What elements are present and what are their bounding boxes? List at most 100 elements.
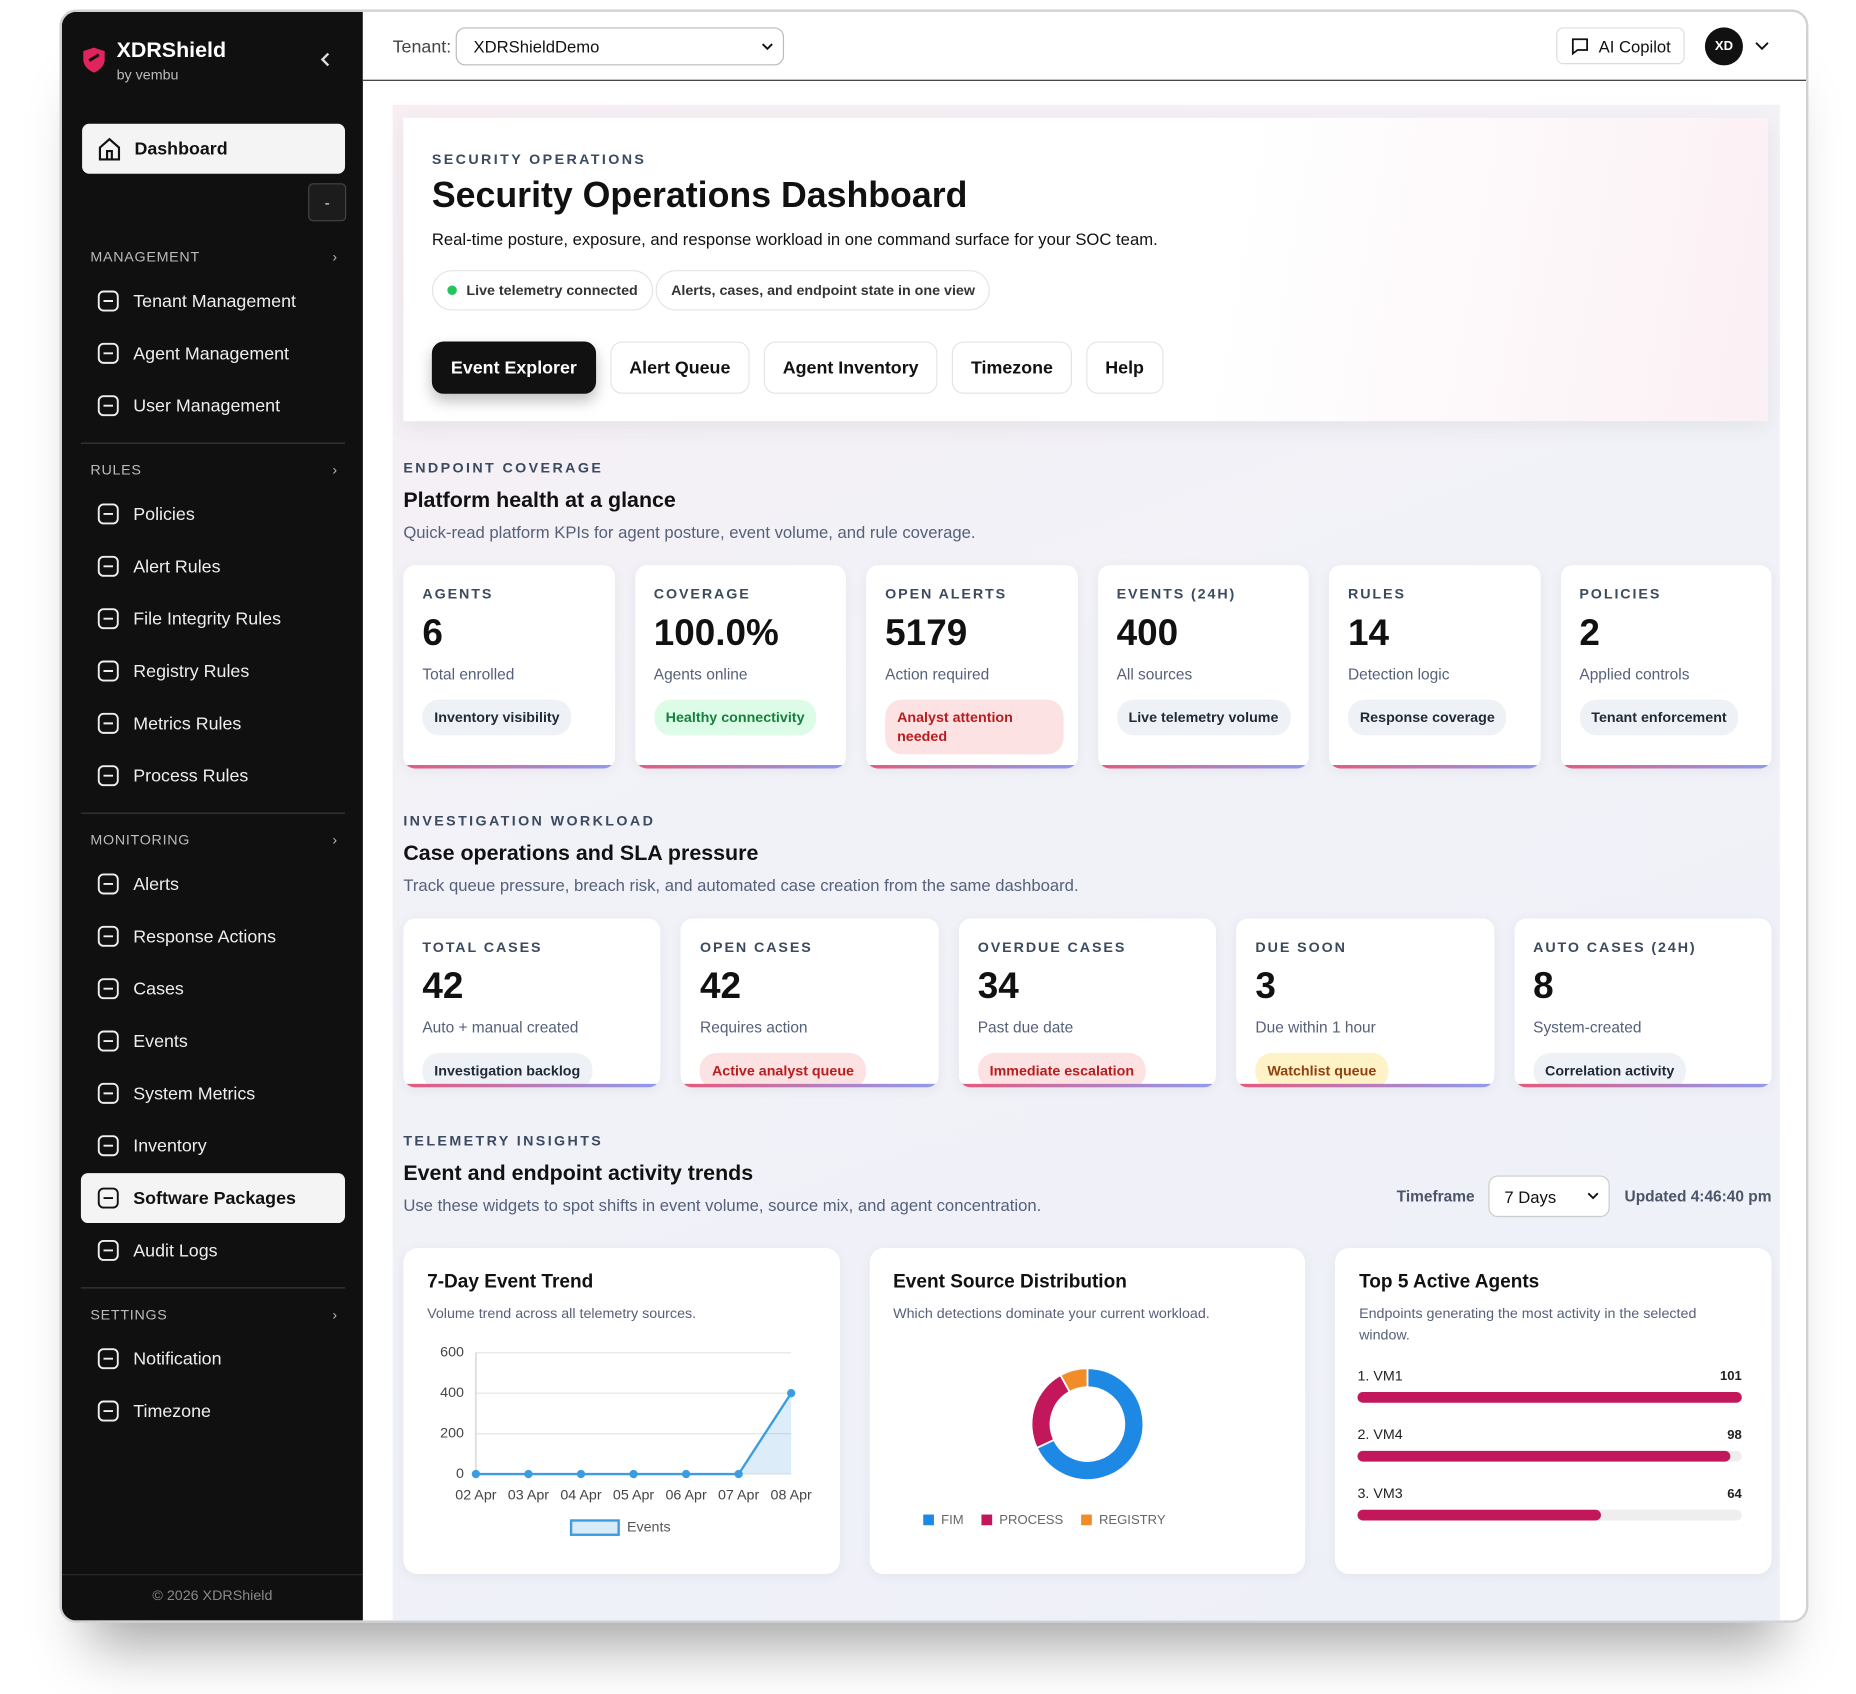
copilot-button[interactable]: AI Copilot: [1556, 27, 1685, 65]
kpi-note: Past due date: [977, 1018, 1074, 1037]
nav-item[interactable]: Events: [81, 1016, 345, 1066]
slice: [1030, 1373, 1071, 1450]
legend-swatch: [981, 1514, 992, 1526]
action-button[interactable]: Help: [1086, 341, 1163, 394]
kpi-tag: Response coverage: [1347, 699, 1507, 736]
icon-shape: [97, 608, 119, 630]
section-label: MONITORING: [90, 831, 191, 849]
kpi-value: 42: [700, 964, 742, 1007]
pill-label: Live telemetry connected: [466, 281, 638, 299]
kpi-card: OPEN CASES 42 Requires action Active analys…: [681, 918, 939, 1088]
section-label: RULES: [90, 461, 142, 479]
nav-item[interactable]: Alert Rules: [81, 541, 345, 591]
icon-shape: [97, 765, 119, 787]
kpi-tag: Live telemetry volume: [1116, 699, 1291, 736]
nav-section: MANAGEMENT › Tenant Management Agent Manage…: [81, 240, 345, 430]
bar-label: 1. VM1: [1358, 1368, 1403, 1384]
nav-item[interactable]: Software Packages: [80, 1173, 346, 1224]
kpi-row: TOTAL CASES 42 Auto + manual created Invest…: [403, 918, 1772, 1088]
legend-swatch: [569, 1519, 620, 1536]
nav-item[interactable]: Metrics Rules: [81, 698, 345, 748]
slice: [1035, 1367, 1144, 1481]
kpi-card: TOTAL CASES 42 Auto + manual created Invest…: [403, 918, 661, 1088]
nav-item[interactable]: Notification: [81, 1334, 345, 1384]
nav-item[interactable]: Registry Rules: [81, 646, 345, 696]
section-chevron: ›: [332, 1306, 338, 1323]
kpi-note: Detection logic: [1347, 665, 1450, 683]
nav-item[interactable]: Tenant Management: [81, 276, 345, 326]
kpi-label: EVENTS (24H): [1116, 585, 1237, 603]
section-chevron: ›: [332, 461, 338, 479]
kpi-card: DUE SOON 3 Due within 1 hour Watchlist queu…: [1236, 918, 1494, 1088]
eyebrow: TELEMETRY INSIGHTS: [403, 1132, 604, 1150]
nav-item[interactable]: Process Rules: [81, 751, 345, 801]
icon: [97, 608, 119, 630]
nav-item[interactable]: User Management: [81, 381, 345, 431]
section-title[interactable]: MANAGEMENT ›: [81, 240, 345, 273]
kpi-row: AGENTS 6 Total enrolled Inventory visibilit…: [403, 565, 1772, 769]
nav-label: Agent Management: [133, 343, 290, 364]
icon: [97, 1030, 119, 1052]
action-button[interactable]: Timezone: [951, 341, 1072, 394]
collapse-button[interactable]: -: [308, 183, 347, 222]
action-button[interactable]: Alert Queue: [610, 341, 750, 394]
kpi-value: 5179: [885, 611, 968, 654]
icon-shape: [97, 290, 119, 312]
chart-subtitle: Endpoints generating the most activity i…: [1359, 1305, 1697, 1344]
legend-label: REGISTRY: [1099, 1512, 1166, 1527]
nav-label: File Integrity Rules: [133, 608, 282, 629]
icon-shape: [97, 1135, 119, 1157]
icon-shape: [97, 660, 119, 682]
section-title: Case operations and SLA pressure: [403, 841, 759, 865]
bar: [1357, 1450, 1731, 1462]
nav-item[interactable]: Timezone: [81, 1386, 345, 1436]
chart-row: 0 200 400 600 02 Apr 03 Apr 04 Apr 05 Apr 06 Apr…: [403, 1248, 1772, 1575]
point: [681, 1469, 691, 1479]
icon: [97, 660, 119, 682]
section-title[interactable]: MONITORING ›: [81, 823, 345, 856]
dashboard-link[interactable]: Dashboard: [82, 123, 346, 174]
icon-shape: [97, 925, 119, 947]
kpi-note: Requires action: [700, 1018, 808, 1037]
sidebar: XDRShield by vembu Dashboard - MANAGEMEN…: [61, 11, 363, 1621]
status-pill: Live telemetry connected: [431, 270, 654, 311]
kpi-card: AUTO CASES (24H) 8 System-created Correlati…: [1514, 918, 1772, 1088]
nav-item[interactable]: Agent Management: [81, 328, 345, 378]
collapse-icon[interactable]: [319, 51, 333, 68]
nav-item[interactable]: Inventory: [81, 1121, 345, 1171]
nav-item[interactable]: File Integrity Rules: [81, 594, 345, 644]
section-title[interactable]: RULES ›: [81, 453, 345, 486]
nav-item[interactable]: Audit Logs: [81, 1225, 345, 1275]
chevron-shape: [1588, 1192, 1600, 1199]
timeframe-select[interactable]: 7 Days: [1488, 1175, 1611, 1218]
nav-item[interactable]: Alerts: [81, 859, 345, 909]
avatar[interactable]: XD: [1704, 27, 1743, 66]
kpi-tag: Correlation activity: [1533, 1052, 1687, 1088]
section-label: MANAGEMENT: [90, 248, 200, 266]
chart-title: Top 5 Active Agents: [1359, 1271, 1540, 1293]
kpi-value: 42: [422, 964, 464, 1007]
chart-card: 0 200 400 600 02 Apr 03 Apr 04 Apr 05 Apr 06 Apr…: [403, 1248, 840, 1575]
icon-shape: [97, 1187, 119, 1209]
action-button[interactable]: Event Explorer: [431, 341, 596, 394]
action-button[interactable]: Agent Inventory: [763, 341, 938, 394]
section-title[interactable]: SETTINGS ›: [81, 1298, 345, 1331]
nav-item[interactable]: System Metrics: [81, 1068, 345, 1118]
point: [524, 1469, 533, 1479]
eyebrow: SECURITY OPERATIONS: [431, 151, 647, 168]
nav-item[interactable]: Policies: [81, 489, 345, 539]
nav: MANAGEMENT › Tenant Management Agent Manage…: [80, 240, 346, 1438]
tenant-select[interactable]: XDRShieldDemo: [455, 27, 785, 66]
hero: SECURITY OPERATIONS Security Operations …: [403, 117, 1768, 422]
user-menu[interactable]: [1755, 42, 1769, 52]
nav-item[interactable]: Response Actions: [81, 911, 345, 961]
nav-item[interactable]: Cases: [81, 964, 345, 1014]
kpi-tag: Active analyst queue: [700, 1052, 866, 1088]
kpi-tag: Analyst attention needed: [885, 699, 1064, 755]
nav-label: Events: [133, 1030, 188, 1052]
nav-label: Inventory: [133, 1135, 207, 1156]
nav-section: SETTINGS › Notification Timezone: [80, 1287, 346, 1436]
pill-label: Alerts, cases, and endpoint state in one…: [671, 281, 975, 299]
bar: [1357, 1391, 1743, 1403]
